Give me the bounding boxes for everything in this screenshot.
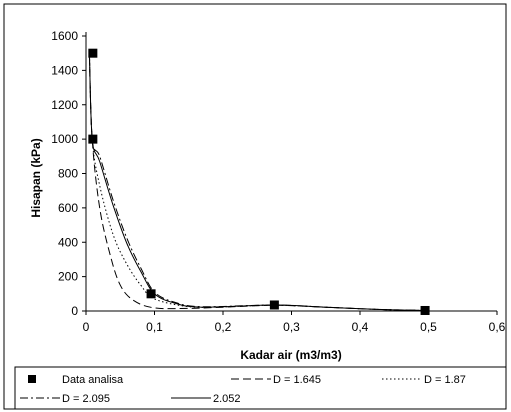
y-tick-label: 800 [58,167,78,181]
y-tick-label: 1000 [51,132,78,146]
chart-border [3,3,507,410]
y-tick-label: 1400 [51,63,78,77]
legend-marker-square [28,375,36,383]
data-point-square [88,134,98,144]
y-axis-label: Hisapan (kPa) [29,138,43,217]
legend-entry: D = 1.87 [382,374,466,386]
x-tick-label: 0 [83,320,90,334]
x-axis-ticks: 0 0,1 0,2 0,3 0,4 0,5 0,6 [83,311,506,334]
data-point-square [420,305,430,315]
y-tick-label: 200 [58,270,78,284]
y-tick-label: 1600 [51,29,78,43]
x-tick-label: 0,1 [146,320,163,334]
x-tick-label: 0,6 [489,320,506,334]
data-point-square [269,300,279,310]
y-tick-label: 400 [58,235,78,249]
x-tick-label: 0,2 [215,320,232,334]
x-tick-label: 0,5 [420,320,437,334]
data-point-square [88,48,98,58]
y-axis-ticks: 0 200 400 600 800 1000 1200 1400 1600 [51,29,86,318]
legend-box [14,366,507,410]
x-tick-label: 0,4 [352,320,369,334]
legend-entry: D = 2.095 [20,393,110,405]
x-tick-label: 0,3 [283,320,300,334]
legend-entry: 2.052 [171,393,241,405]
data-point-square [146,289,156,299]
y-tick-label: 1200 [51,98,78,112]
legend: Data analisa D = 1.645 D = 1.87 D = 2.095 2.… [14,366,507,410]
x-axis-label: Kadar air (m3/m3) [240,348,341,362]
legend-entry: Data analisa [28,374,124,386]
legend-label: 2.052 [213,393,241,405]
y-tick-label: 0 [71,304,78,318]
legend-entry: D = 1.645 [231,374,321,386]
y-tick-label: 600 [58,201,78,215]
legend-label: Data analisa [62,374,124,386]
legend-label: D = 2.095 [62,393,110,405]
legend-label: D = 1.645 [273,374,321,386]
data-points-layer [88,48,430,315]
legend-label: D = 1.87 [424,374,466,386]
